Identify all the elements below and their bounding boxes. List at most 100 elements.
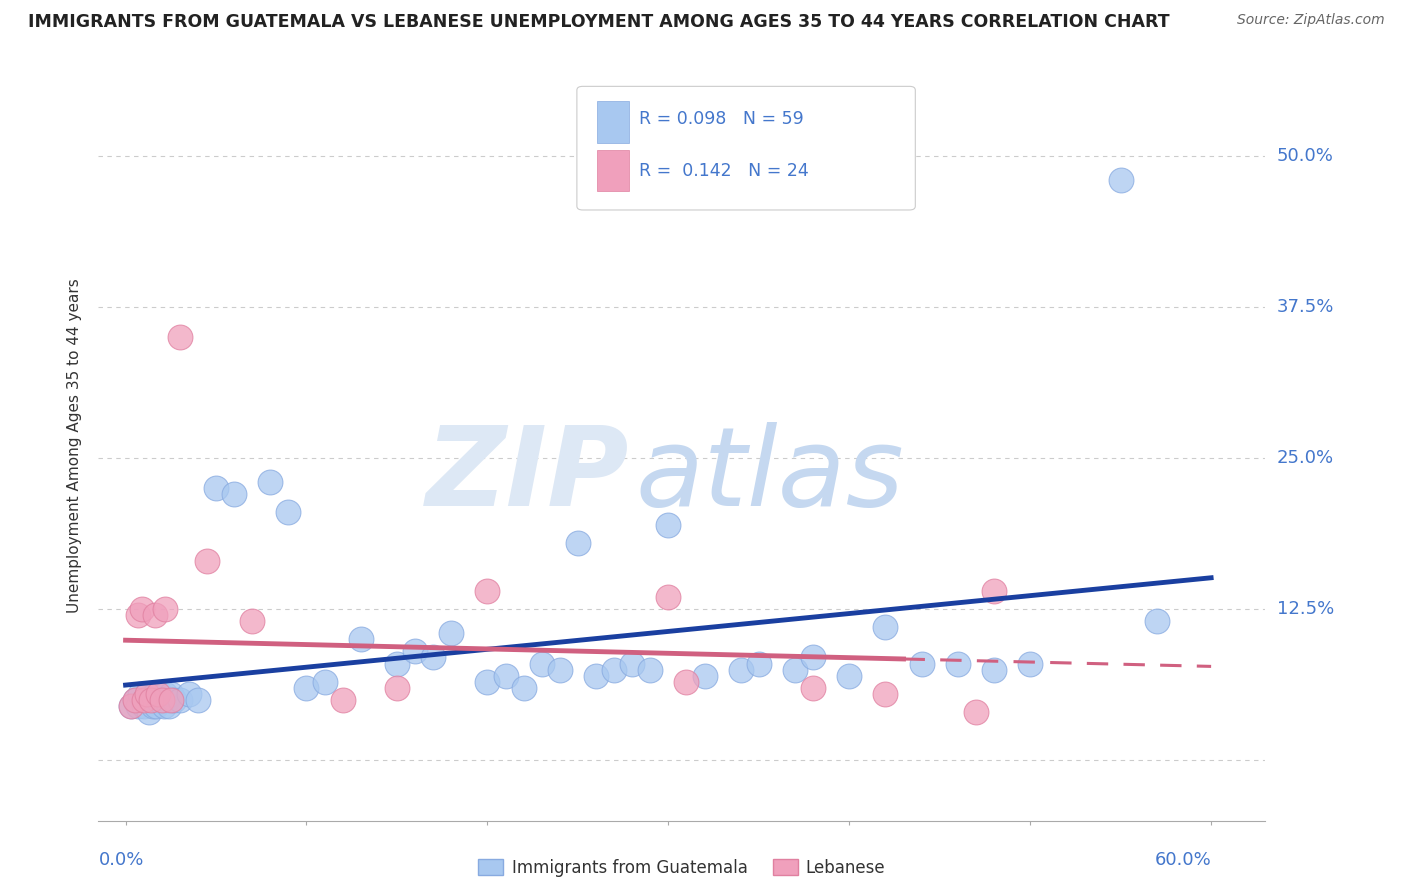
Text: 60.0%: 60.0% (1154, 851, 1211, 869)
Point (259, 475, 281, 490)
FancyBboxPatch shape (596, 102, 630, 143)
Point (277, 506, 299, 520)
Point (136, 687, 159, 701)
Point (205, 481, 228, 495)
Point (512, 681, 534, 695)
Point (801, 681, 824, 695)
Point (187, 693, 209, 707)
Point (132, 693, 155, 707)
Point (150, 693, 173, 707)
Point (143, 608, 166, 623)
Point (150, 693, 173, 707)
Point (350, 632, 373, 647)
Point (224, 487, 246, 501)
Point (156, 693, 179, 707)
Point (603, 663, 626, 677)
Point (530, 657, 553, 671)
Point (139, 693, 162, 707)
Text: 12.5%: 12.5% (1277, 600, 1334, 618)
Point (152, 698, 174, 713)
Point (139, 693, 162, 707)
Point (638, 663, 661, 677)
Point (138, 705, 160, 719)
Point (131, 602, 153, 616)
Text: ZIP: ZIP (426, 423, 630, 530)
Point (159, 693, 181, 707)
Point (149, 687, 172, 701)
FancyBboxPatch shape (596, 150, 630, 191)
Point (142, 698, 165, 713)
Point (385, 657, 408, 671)
Point (120, 698, 142, 713)
FancyBboxPatch shape (576, 87, 915, 210)
Point (120, 698, 142, 713)
Point (657, 590, 679, 604)
Point (195, 554, 218, 568)
Point (838, 668, 860, 682)
Point (385, 681, 408, 695)
Point (675, 674, 697, 689)
Text: 25.0%: 25.0% (1277, 449, 1334, 467)
Point (404, 644, 426, 658)
Point (621, 657, 644, 671)
Text: 0.0%: 0.0% (98, 851, 143, 869)
Point (875, 620, 897, 634)
Point (127, 608, 149, 623)
Text: atlas: atlas (636, 423, 904, 530)
Point (657, 517, 679, 532)
Point (134, 693, 156, 707)
Point (1146, 614, 1168, 628)
Point (157, 698, 180, 713)
Point (730, 663, 752, 677)
Point (585, 668, 607, 682)
Point (129, 687, 152, 701)
Point (748, 657, 770, 671)
Point (693, 668, 716, 682)
Point (983, 584, 1005, 599)
Point (124, 693, 146, 707)
Point (911, 657, 934, 671)
Point (155, 687, 177, 701)
Point (875, 687, 897, 701)
Text: R = 0.098   N = 59: R = 0.098 N = 59 (638, 110, 803, 128)
Point (127, 698, 149, 713)
Point (477, 674, 499, 689)
Point (163, 693, 186, 707)
Point (145, 698, 167, 713)
Point (783, 663, 806, 677)
Point (146, 693, 169, 707)
Text: R =  0.142   N = 24: R = 0.142 N = 24 (638, 162, 808, 180)
Point (177, 687, 200, 701)
Legend: Immigrants from Guatemala, Lebanese: Immigrants from Guatemala, Lebanese (471, 852, 893, 883)
Point (422, 650, 444, 665)
Point (124, 693, 146, 707)
Point (1109, 173, 1132, 187)
Point (548, 663, 571, 677)
Point (801, 650, 824, 665)
Text: 50.0%: 50.0% (1277, 147, 1333, 165)
Point (946, 657, 969, 671)
Point (169, 693, 191, 707)
Text: 37.5%: 37.5% (1277, 298, 1334, 316)
Point (332, 693, 354, 707)
Point (965, 705, 987, 719)
Point (983, 663, 1005, 677)
Point (1019, 657, 1042, 671)
Point (132, 698, 155, 713)
Point (146, 687, 169, 701)
Point (314, 674, 336, 689)
Point (440, 626, 463, 640)
Y-axis label: Unemployment Among Ages 35 to 44 years: Unemployment Among Ages 35 to 44 years (67, 278, 83, 614)
Point (143, 687, 166, 701)
Point (567, 535, 589, 549)
Point (477, 584, 499, 599)
Point (159, 687, 181, 701)
Point (495, 668, 517, 682)
Point (136, 687, 159, 701)
Point (169, 330, 191, 344)
Point (155, 602, 177, 616)
Text: Source: ZipAtlas.com: Source: ZipAtlas.com (1237, 13, 1385, 28)
Point (240, 614, 263, 628)
Text: IMMIGRANTS FROM GUATEMALA VS LEBANESE UNEMPLOYMENT AMONG AGES 35 TO 44 YEARS COR: IMMIGRANTS FROM GUATEMALA VS LEBANESE UN… (28, 13, 1170, 31)
Point (295, 681, 318, 695)
